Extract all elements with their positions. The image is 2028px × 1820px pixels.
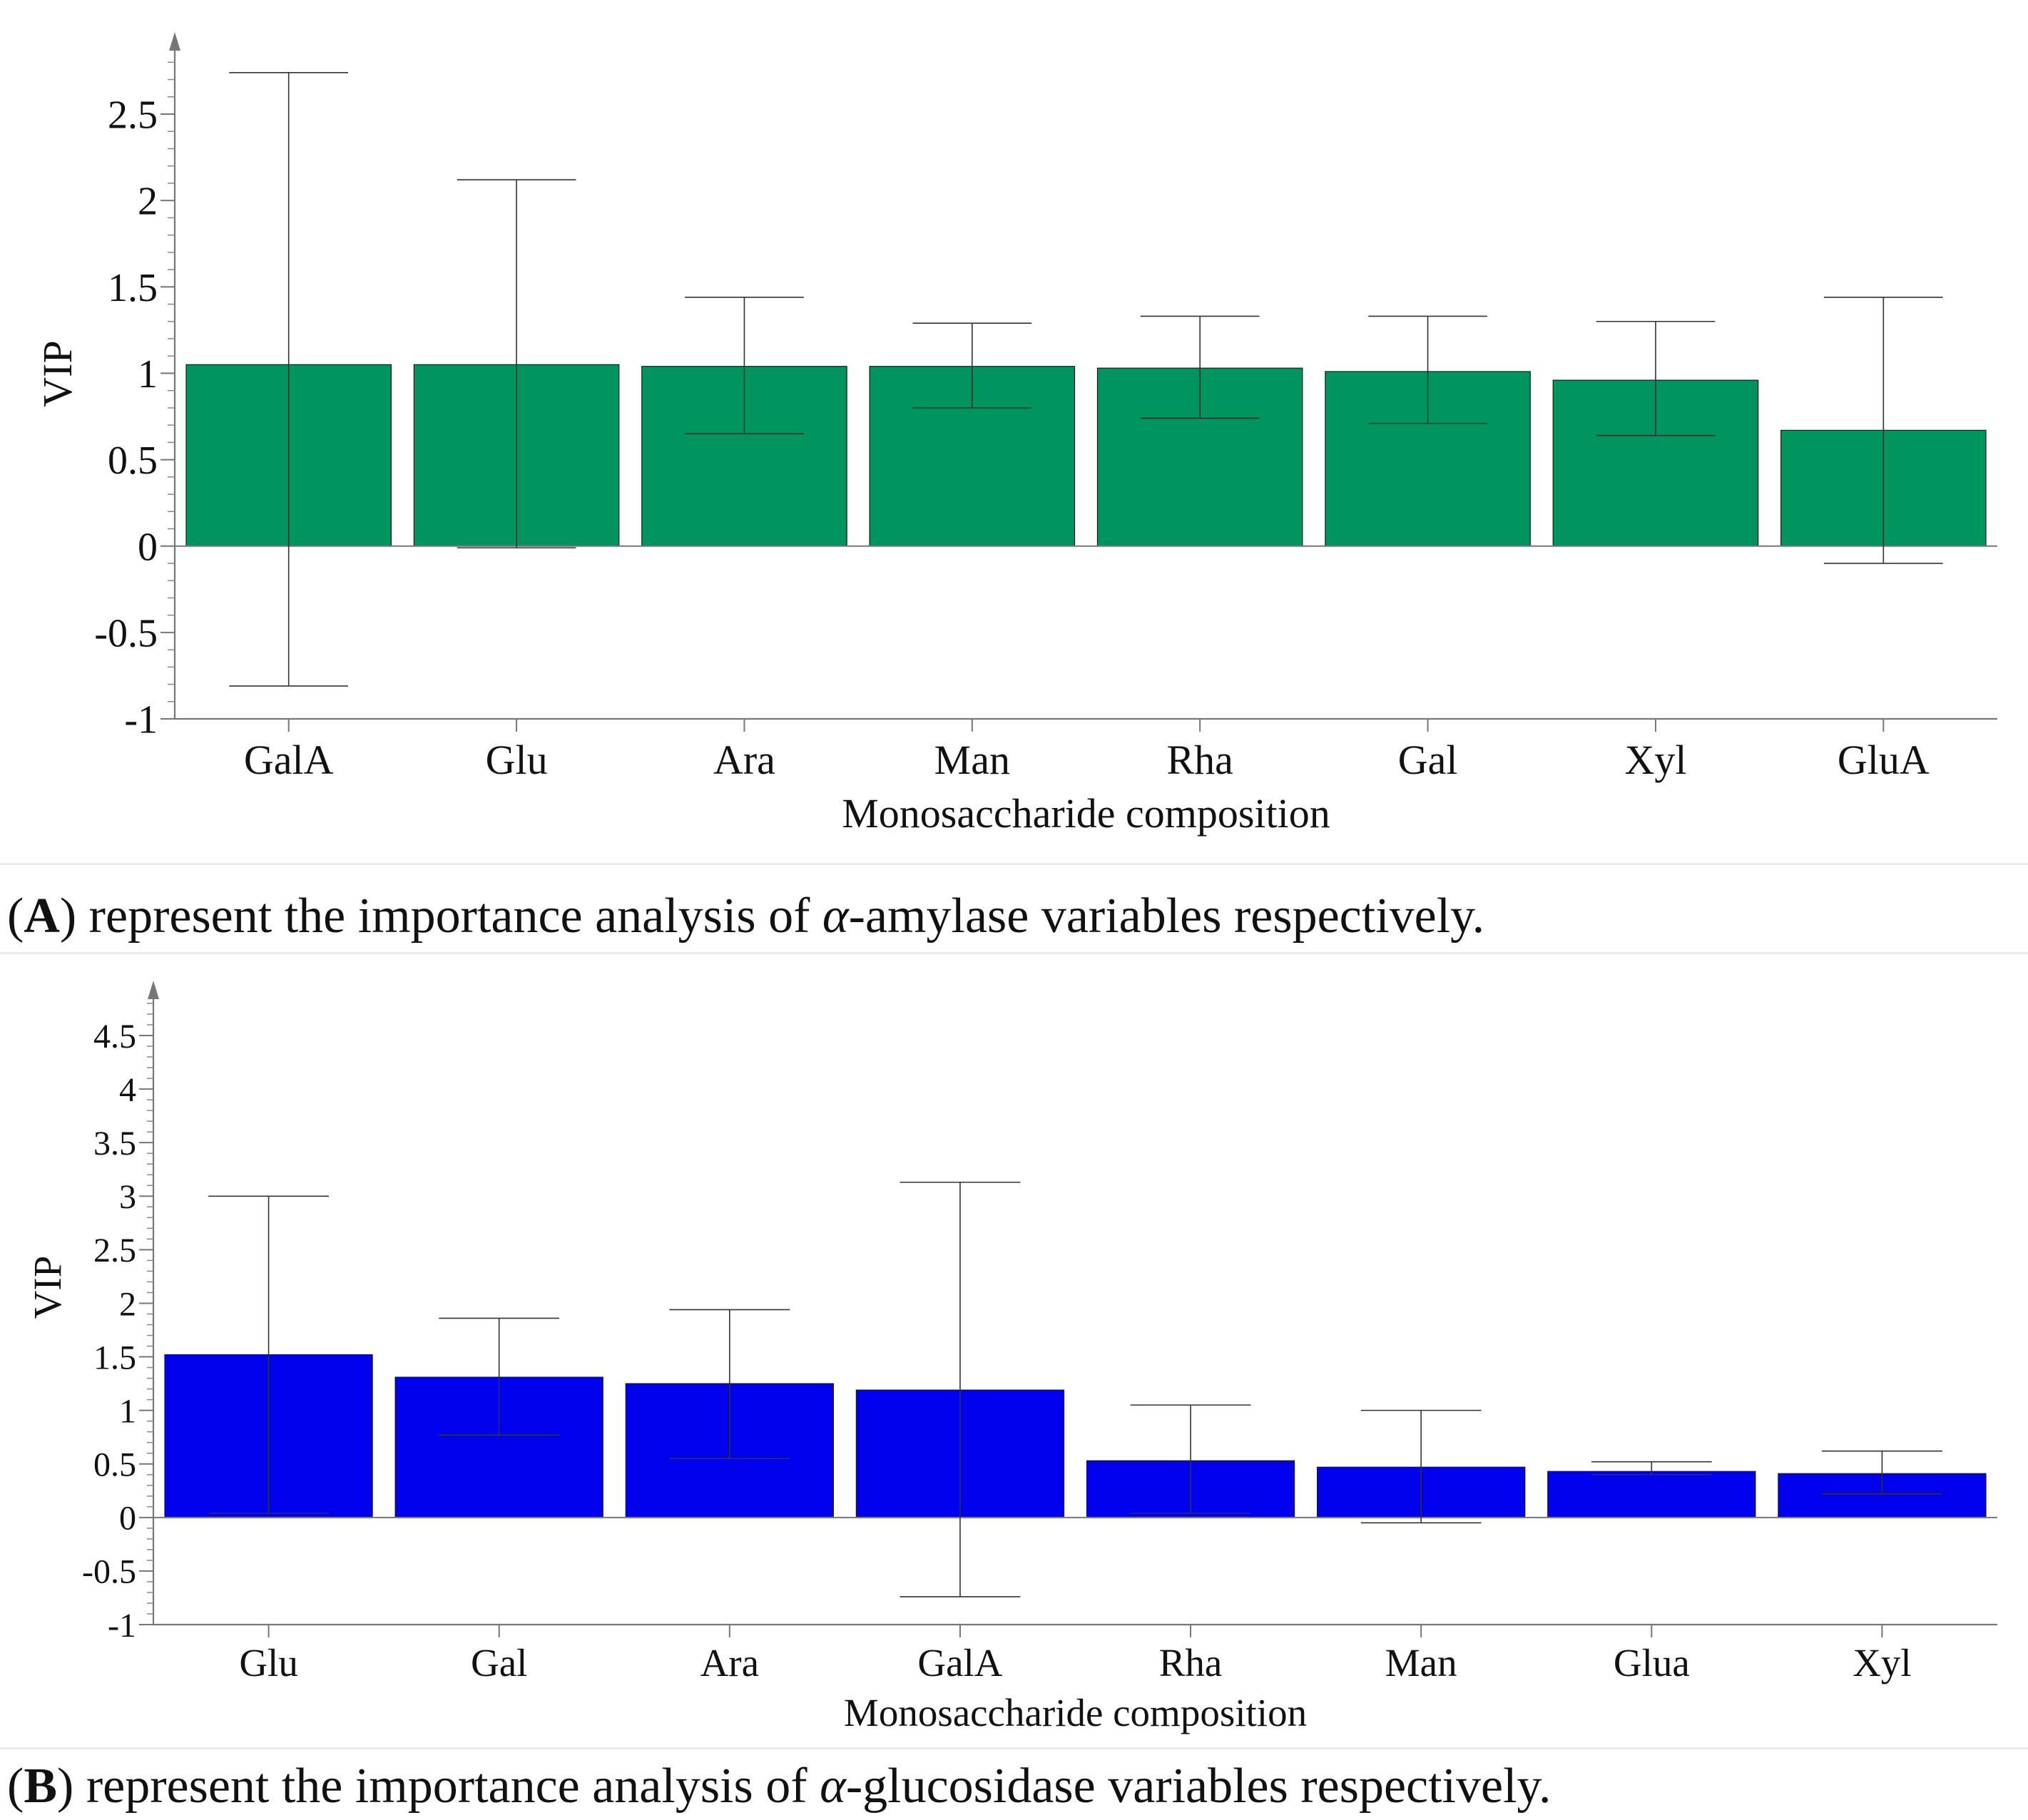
caption-a-text: ) represent the importance analysis of [59, 889, 822, 944]
chart-a-x-tick-label: Gal [1398, 737, 1458, 783]
chart-b-y-tick-label: 3.5 [93, 1125, 136, 1162]
chart-a-x-axis-title: Monosaccharide composition [842, 790, 1330, 837]
chart-a-y-axis-title: VIP [34, 340, 81, 407]
chart-b-x-tick-label: Glu [239, 1641, 298, 1684]
chart-b-bar-glua [1547, 1471, 1756, 1518]
chart-a-x-tick-label: Xyl [1624, 737, 1686, 783]
caption-a: (A) represent the importance analysis of… [7, 891, 1484, 941]
chart-a-x-tick-label: Man [934, 737, 1010, 783]
chart-a-y-tick-label: -0.5 [94, 611, 158, 655]
chart-b-error-bar-xyl [1822, 1450, 1942, 1495]
caption-a-rest: -amylase variables respectively. [848, 889, 1485, 944]
chart-a-error-bar-glua [1823, 297, 1943, 564]
chart-b-y-tick-label: 1 [119, 1392, 136, 1430]
caption-b: (B) represent the importance analysis of… [7, 1762, 1551, 1811]
chart-b-y-tick-label: 4.5 [93, 1018, 136, 1055]
chart-a-y-tick-label: 2.5 [108, 93, 158, 138]
chart-a-error-bar-rha [1140, 315, 1260, 419]
chart-b-error-bar-gala [900, 1181, 1021, 1597]
chart-b-x-tick-label: Ara [700, 1641, 759, 1684]
chart-b-y-tick-label: 0.5 [93, 1446, 136, 1484]
chart-b-y-tick-label: 2.5 [93, 1232, 136, 1269]
chart-b-x-tick-label: Man [1385, 1641, 1457, 1684]
chart-b-x-tick-label: Xyl [1853, 1641, 1912, 1684]
chart-b-error-bar-gal [439, 1317, 560, 1436]
chart-panel-a: -1 -0.5 0 0.5 1 1.5 2 2.5 GalA Glu Ara Man Rha Gal Xyl… [0, 0, 2028, 863]
caption-b-label: B [24, 1759, 58, 1814]
chart-b-y-tick-label: 3 [119, 1178, 136, 1216]
chart-a-error-bar-xyl [1596, 320, 1716, 436]
chart-b-x-tick-label: GalA [917, 1641, 1002, 1684]
chart-b-error-bar-ara [669, 1309, 790, 1460]
chart-a-y-tick-label: 1 [138, 352, 158, 397]
chart-a-x-tick-label: Glu [486, 737, 548, 783]
chart-b-error-bar-glua [1591, 1461, 1712, 1476]
chart-b-y-tick-label: 2 [119, 1285, 136, 1323]
divider-c [0, 1747, 2028, 1749]
chart-a-error-bar-man [912, 322, 1032, 409]
vip-chart-a: -1 -0.5 0 0.5 1 1.5 2 2.5 GalA Glu Ara Man Rha Gal Xyl… [34, 32, 1997, 837]
chart-a-y-tick-label: -1 [124, 698, 158, 742]
divider-a [0, 863, 2028, 865]
chart-b-error-bar-man [1360, 1409, 1482, 1524]
caption-b-symbol: α [820, 1759, 846, 1814]
chart-a-x-tick-label: Ara [713, 737, 775, 783]
chart-a-x-tick-label: GluA [1838, 737, 1930, 783]
chart-b-y-tick-label: -0.5 [82, 1553, 136, 1591]
chart-b-error-bar-glu [208, 1195, 329, 1514]
caption-b-rest: -glucosidase variables respectively. [845, 1759, 1551, 1814]
chart-a-y-tick-label: 1.5 [108, 266, 158, 310]
caption-a-open: ( [7, 889, 24, 944]
chart-a-error-bar-gala [229, 72, 349, 687]
chart-b-error-bar-rha [1130, 1404, 1251, 1514]
chart-b-y-axis-arrow [148, 981, 159, 999]
caption-b-text: ) represent the importance analysis of [57, 1759, 820, 1814]
chart-b-y-axis-title: VIP [26, 1256, 69, 1319]
chart-b-x-tick-label: Rha [1159, 1641, 1223, 1684]
chart-a-x-tick-label: GalA [244, 737, 334, 783]
caption-a-label: A [24, 889, 60, 944]
chart-b-y-tick-label: 4 [119, 1071, 136, 1109]
chart-b-y-tick-label: 0 [119, 1500, 136, 1538]
chart-a-y-axis-arrow [169, 32, 180, 51]
caption-b-open: ( [7, 1759, 24, 1814]
divider-b [0, 952, 2028, 954]
chart-a-y-tick-label: 0.5 [108, 439, 158, 483]
chart-a-y-tick-label: 2 [138, 180, 158, 224]
chart-b-x-axis-title: Monosaccharide composition [844, 1691, 1307, 1734]
vip-chart-b: -1 -0.5 0 0.5 1 1.5 2 2.5 3 3.5 4 4.5 Glu Gal Ara GalA R… [26, 981, 1997, 1734]
chart-panel-b: -1 -0.5 0 0.5 1 1.5 2 2.5 3 3.5 4 4.5 Glu Gal Ara GalA R… [0, 963, 2028, 1744]
chart-b-y-tick-label: -1 [108, 1607, 136, 1645]
chart-b-x-tick-label: Gal [471, 1641, 527, 1684]
chart-b-y-tick-label: 1.5 [93, 1339, 136, 1376]
chart-a-error-bar-glu [457, 179, 576, 548]
chart-a-y-tick-label: 0 [138, 525, 158, 569]
chart-a-error-bar-gal [1368, 315, 1487, 424]
chart-a-x-tick-label: Rha [1166, 737, 1233, 783]
chart-a-error-bar-ara [685, 297, 804, 435]
caption-a-symbol: α [822, 889, 849, 944]
chart-b-x-tick-label: Glua [1614, 1641, 1690, 1684]
